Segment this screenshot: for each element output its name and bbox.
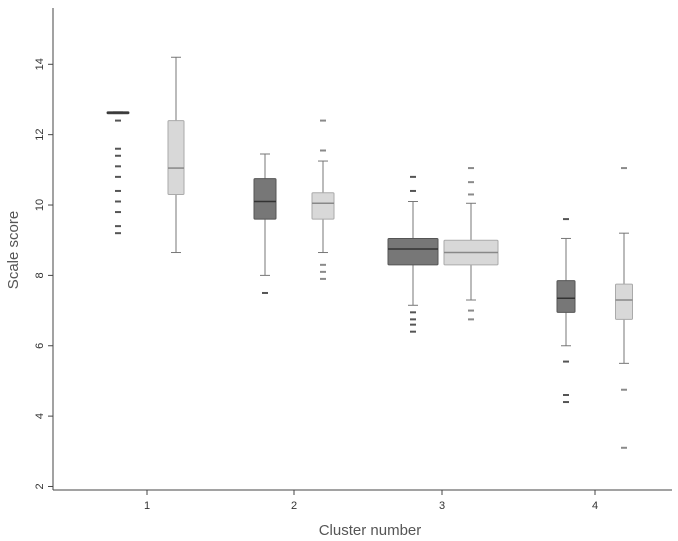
box-light-3 [443, 167, 499, 321]
x-tick-label: 3 [439, 500, 445, 512]
box-dark-3 [387, 175, 439, 333]
box-body [615, 283, 633, 320]
box-dark-4 [556, 218, 576, 404]
box-light-4 [615, 167, 633, 449]
y-tick-label: 10 [34, 199, 46, 211]
box-dark-1 [106, 111, 130, 235]
box-dark-2 [253, 153, 277, 294]
x-tick-label: 2 [291, 500, 297, 512]
box-body [167, 120, 185, 195]
y-tick-label: 12 [34, 129, 46, 141]
y-tick-label: 14 [34, 58, 46, 70]
y-tick-label: 6 [34, 343, 46, 349]
y-axis-title: Scale score [5, 211, 22, 289]
box-group [106, 56, 633, 449]
y-tick-label: 2 [34, 483, 46, 489]
y-tick-label: 4 [34, 413, 46, 419]
box-body [311, 192, 335, 220]
box-body [387, 237, 439, 266]
x-axis-title: Cluster number [319, 522, 422, 539]
x-tick-label: 4 [592, 500, 598, 512]
x-tick-label: 1 [144, 500, 150, 512]
box-body [253, 178, 277, 220]
box-light-2 [311, 119, 335, 280]
box-light-1 [167, 56, 185, 254]
axes [52, 8, 672, 491]
y-tick-label: 8 [34, 272, 46, 278]
box-body [556, 280, 576, 313]
